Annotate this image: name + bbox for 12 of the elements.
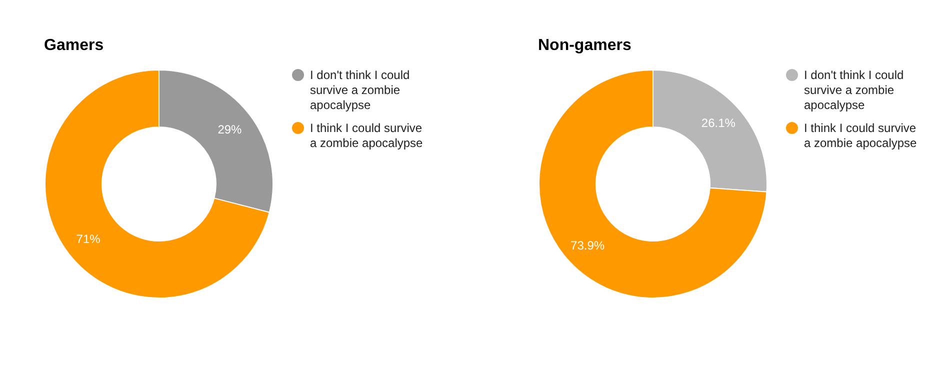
chart-title: Non-gamers: [538, 37, 632, 54]
data-label: 26.1%: [701, 116, 736, 130]
data-label: 73.9%: [570, 238, 605, 252]
legend-label: I think I could survive a zombie apocalypse: [804, 121, 918, 150]
legend-label: I think I could survive a zombie apocalypse: [310, 121, 424, 150]
legend-label: I don't think I could survive a zombie apocalypse: [310, 68, 410, 112]
legend-label: I don't think I could survive a zombie apocalypse: [804, 68, 904, 112]
chart-title: Gamers: [44, 37, 104, 54]
donut-slice: [538, 70, 768, 298]
data-label: 71%: [76, 232, 101, 246]
donut-slice: [44, 70, 270, 298]
data-label: 29%: [218, 122, 242, 136]
